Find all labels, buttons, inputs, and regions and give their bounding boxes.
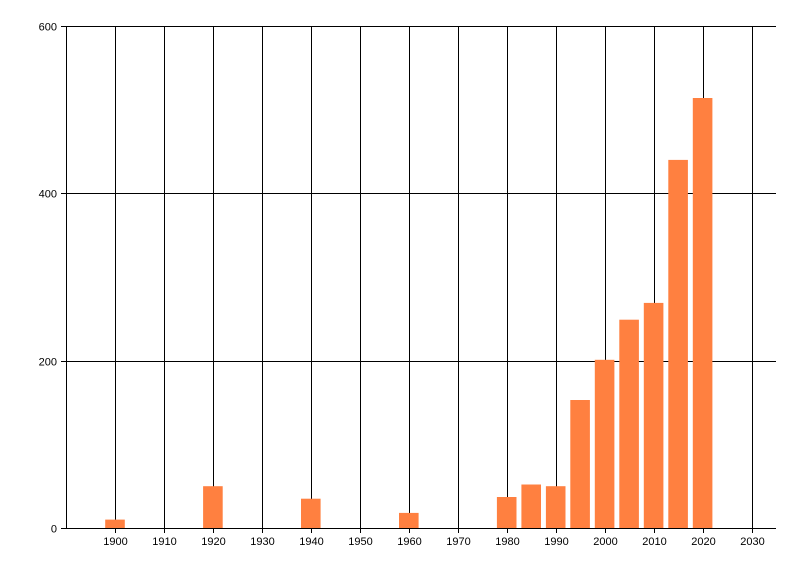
y-tick-label: 600 [39,22,57,34]
bar-1960 [399,512,419,528]
x-tick-label: 2020 [691,536,715,548]
x-tick-label: 1930 [250,536,274,548]
x-tick-label: 1990 [544,536,568,548]
x-tick-label: 1980 [495,536,519,548]
bar-1990 [545,486,566,528]
bar-1920 [203,486,223,528]
x-tick-label: 1960 [397,536,421,548]
x-tick-labels: 1900 1910 1920 1930 1940 1950 1960 1970 1980 1990… [103,536,764,548]
y-tick-label: 200 [39,357,57,369]
bar-1900 [105,519,125,528]
x-tick-label: 1900 [103,536,127,548]
bar-1940 [301,498,321,528]
bar-2015 [668,159,688,528]
bars [105,98,713,528]
y-tick-label: 400 [39,189,57,201]
x-tick-label: 1970 [446,536,470,548]
y-tick-labels: 0 200 400 600 [39,22,57,536]
bar-2005 [619,319,639,528]
x-tick-label: 1950 [348,536,372,548]
bar-2020 [692,98,713,528]
x-tick-label: 2030 [740,536,764,548]
x-tick-label: 1940 [299,536,323,548]
x-tick-label: 2000 [593,536,617,548]
bar-2000 [594,359,615,528]
bar-2010 [643,302,664,528]
bar-1995 [570,400,590,528]
x-tick-label: 1920 [201,536,225,548]
y-tick-label: 0 [51,524,57,536]
x-tick-label: 1910 [152,536,176,548]
bar-1980 [496,497,517,528]
axes [66,26,776,529]
bar-1985 [521,484,541,528]
x-tick-label: 2010 [642,536,666,548]
